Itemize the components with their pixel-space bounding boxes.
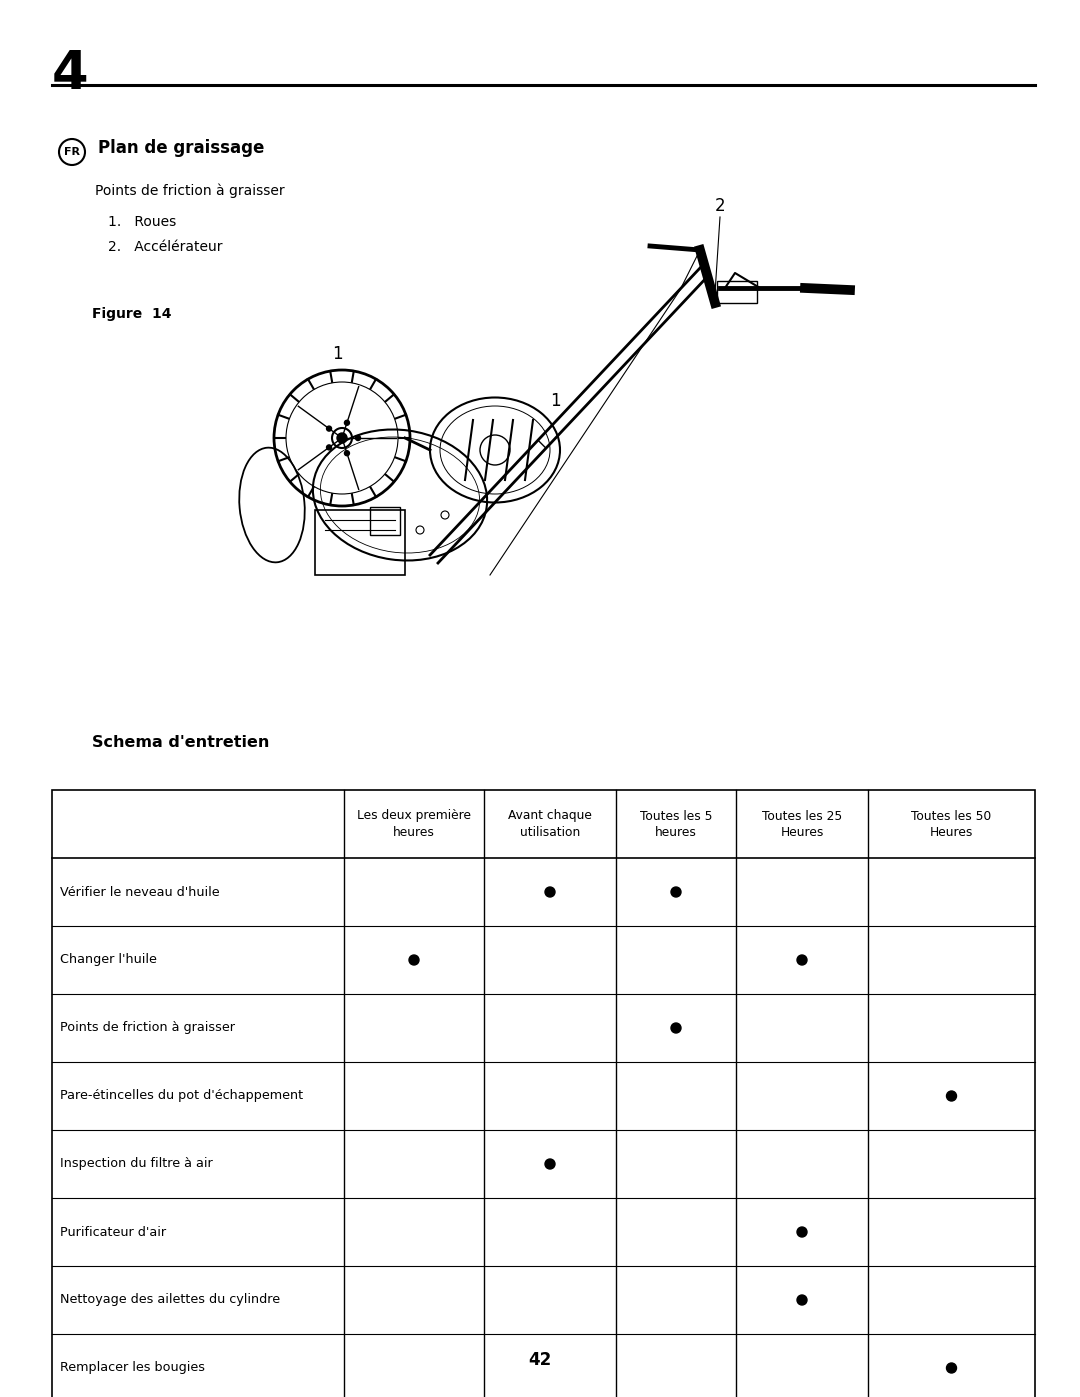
Text: Changer l'huile: Changer l'huile — [60, 954, 157, 967]
Circle shape — [326, 426, 332, 432]
Text: Figure  14: Figure 14 — [92, 307, 172, 321]
Text: Pare-étincelles du pot d'échappement: Pare-étincelles du pot d'échappement — [60, 1090, 303, 1102]
Text: Purificateur d'air: Purificateur d'air — [60, 1225, 166, 1239]
Text: Points de friction à graisser: Points de friction à graisser — [95, 183, 285, 197]
Text: 1: 1 — [332, 345, 342, 363]
Circle shape — [671, 887, 681, 897]
Circle shape — [946, 1091, 957, 1101]
Text: 2.   Accélérateur: 2. Accélérateur — [108, 240, 222, 254]
Text: Inspection du filtre à air: Inspection du filtre à air — [60, 1158, 213, 1171]
Circle shape — [671, 1023, 681, 1032]
Circle shape — [545, 1160, 555, 1169]
Text: Avant chaque
utilisation: Avant chaque utilisation — [508, 809, 592, 838]
Text: Vérifier le neveau d'huile: Vérifier le neveau d'huile — [60, 886, 219, 898]
Text: 4: 4 — [52, 47, 89, 101]
Text: 42: 42 — [528, 1351, 552, 1369]
Circle shape — [409, 956, 419, 965]
Circle shape — [345, 451, 350, 455]
Circle shape — [797, 956, 807, 965]
Text: 1: 1 — [550, 393, 561, 409]
Text: Points de friction à graisser: Points de friction à graisser — [60, 1021, 235, 1035]
Text: 2: 2 — [715, 197, 726, 215]
Text: Toutes les 25
Heures: Toutes les 25 Heures — [761, 809, 842, 838]
Circle shape — [326, 444, 332, 450]
Circle shape — [337, 433, 347, 443]
Bar — [52, 789, 1035, 1397]
Circle shape — [797, 1295, 807, 1305]
Text: Toutes les 5
heures: Toutes les 5 heures — [639, 809, 712, 838]
Circle shape — [355, 436, 361, 440]
Text: Schema d'entretien: Schema d'entretien — [92, 735, 269, 750]
Circle shape — [797, 1227, 807, 1236]
Circle shape — [946, 1363, 957, 1373]
Text: Les deux première
heures: Les deux première heures — [357, 809, 471, 838]
Text: Toutes les 50
Heures: Toutes les 50 Heures — [912, 809, 991, 838]
Circle shape — [59, 138, 85, 165]
Text: 1.   Roues: 1. Roues — [108, 215, 176, 229]
Text: FR: FR — [64, 147, 80, 156]
Circle shape — [545, 887, 555, 897]
Text: Remplacer les bougies: Remplacer les bougies — [60, 1362, 205, 1375]
Circle shape — [345, 420, 350, 425]
Text: Nettoyage des ailettes du cylindre: Nettoyage des ailettes du cylindre — [60, 1294, 280, 1306]
Text: Plan de graissage: Plan de graissage — [98, 138, 265, 156]
